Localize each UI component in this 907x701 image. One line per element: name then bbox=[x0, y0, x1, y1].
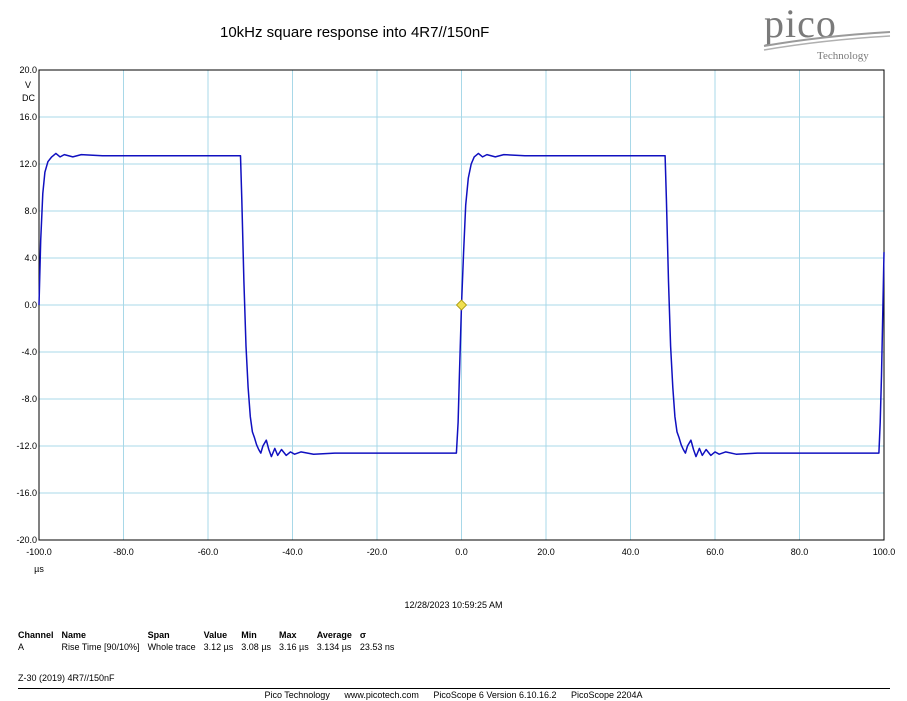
y-tick-label: 16.0 bbox=[19, 112, 37, 122]
column-header-min: Min bbox=[241, 630, 257, 640]
y-tick-label: 8.0 bbox=[24, 206, 37, 216]
y-tick-label: -8.0 bbox=[21, 394, 37, 404]
cell-name: Rise Time [90/10%] bbox=[61, 642, 140, 652]
x-tick-label: -100.0 bbox=[26, 547, 52, 557]
column-header-name: Name bbox=[61, 630, 87, 640]
channel-a-trace bbox=[38, 152, 885, 458]
pico-logo: pico Technology bbox=[762, 1, 897, 66]
x-tick-label: 60.0 bbox=[706, 547, 724, 557]
capture-timestamp: 12/28/2023 10:59:25 AM bbox=[404, 600, 503, 610]
y-tick-label: -16.0 bbox=[16, 488, 37, 498]
cell-channel: A bbox=[18, 642, 25, 652]
y-tick-label: 20.0 bbox=[19, 65, 37, 75]
footer-version: PicoScope 6 Version 6.10.16.2 bbox=[433, 690, 557, 700]
y-axis-coupling-label: DC bbox=[22, 93, 35, 103]
column-header-max: Max bbox=[279, 630, 297, 640]
x-tick-label: -60.0 bbox=[198, 547, 219, 557]
footer-company: Pico Technology bbox=[264, 690, 330, 700]
y-tick-label: -20.0 bbox=[16, 535, 37, 545]
y-tick-label: 0.0 bbox=[24, 300, 37, 310]
logo-swoosh-icon bbox=[763, 31, 891, 51]
column-header-channel: Channel bbox=[18, 630, 54, 640]
column-header-span: Span bbox=[147, 630, 170, 640]
trigger-marker-icon[interactable] bbox=[455, 299, 468, 311]
cell-sigma: 23.53 ns bbox=[359, 642, 395, 652]
footer-device: PicoScope 2204A bbox=[571, 690, 643, 700]
cell-value: 3.12 µs bbox=[203, 642, 234, 652]
footer: Pico Technology www.picotech.com PicoSco… bbox=[0, 690, 907, 700]
x-tick-label: -40.0 bbox=[282, 547, 303, 557]
logo-subtitle: Technology bbox=[817, 50, 869, 62]
x-tick-label: 40.0 bbox=[622, 547, 640, 557]
measurements-table: Channel Name Span Value Min Max Average … bbox=[18, 630, 402, 652]
measurements-header-row: Channel Name Span Value Min Max Average … bbox=[18, 630, 402, 642]
column-header-average: Average bbox=[316, 630, 352, 640]
y-tick-label: -4.0 bbox=[21, 347, 37, 357]
footer-url[interactable]: www.picotech.com bbox=[344, 690, 419, 700]
column-header-value: Value bbox=[203, 630, 228, 640]
cell-span: Whole trace bbox=[147, 642, 196, 652]
x-tick-label: -20.0 bbox=[367, 547, 388, 557]
x-tick-label: 80.0 bbox=[791, 547, 809, 557]
x-tick-label: -80.0 bbox=[113, 547, 134, 557]
chart-title: 10kHz square response into 4R7//150nF bbox=[220, 24, 490, 41]
y-axis-unit-label: V bbox=[25, 80, 31, 90]
cell-min: 3.08 µs bbox=[241, 642, 271, 652]
capture-note: Z-30 (2019) 4R7//150nF bbox=[18, 673, 115, 683]
table-row: A Rise Time [90/10%] Whole trace 3.12 µs… bbox=[18, 642, 402, 652]
cell-max: 3.16 µs bbox=[279, 642, 309, 652]
oscilloscope-chart: -100.0 -80.0 -60.0 -40.0 -20.0 0.0 20.0 40.0 60.… bbox=[16, 65, 896, 574]
y-tick-label: 4.0 bbox=[24, 253, 37, 263]
column-header-sigma: σ bbox=[359, 630, 367, 640]
footer-divider bbox=[18, 688, 890, 689]
x-tick-label: 0.0 bbox=[455, 547, 468, 557]
y-tick-label: -12.0 bbox=[16, 441, 37, 451]
x-tick-label: 100.0 bbox=[873, 547, 896, 557]
y-tick-label: 12.0 bbox=[19, 159, 37, 169]
cell-average: 3.134 µs bbox=[316, 642, 352, 652]
x-tick-label: 20.0 bbox=[537, 547, 555, 557]
x-axis-unit-label: µs bbox=[34, 564, 44, 574]
